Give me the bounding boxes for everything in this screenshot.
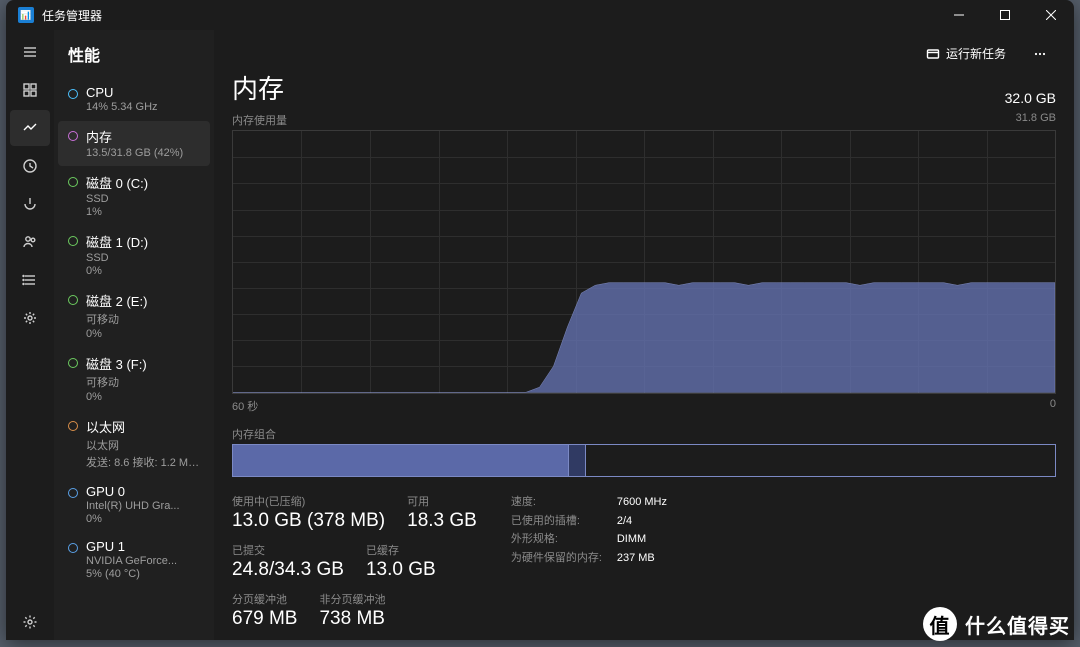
- memory-panel: 运行新任务 内存 32.0 GB 内存使用量 31.8 GB 60 秒 0 内存…: [214, 30, 1074, 640]
- sidebar-item-label: GPU 0: [86, 484, 180, 499]
- hamburger-icon[interactable]: [10, 34, 50, 70]
- sidebar-item-0[interactable]: CPU14% 5.34 GHz: [58, 79, 210, 120]
- maximize-button[interactable]: [982, 0, 1028, 30]
- stat-available: 可用 18.3 GB: [407, 493, 477, 532]
- status-dot: [68, 295, 78, 305]
- run-new-task-button[interactable]: 运行新任务: [916, 40, 1016, 67]
- sidebar-item-sub: 以太网: [86, 437, 200, 453]
- sidebar-item-sub: NVIDIA GeForce...: [86, 555, 177, 567]
- sidebar-item-label: 内存: [86, 127, 183, 146]
- sidebar-item-1[interactable]: 内存13.5/31.8 GB (42%): [58, 121, 210, 166]
- window-title: 任务管理器: [42, 7, 102, 24]
- history-icon[interactable]: [10, 148, 50, 184]
- status-dot: [68, 421, 78, 431]
- status-dot: [68, 358, 78, 368]
- performance-icon[interactable]: [10, 110, 50, 146]
- x-axis-left: 60 秒: [232, 398, 258, 414]
- performance-sidebar: 性能 CPU14% 5.34 GHz内存13.5/31.8 GB (42%)磁盘…: [54, 30, 214, 640]
- status-dot: [68, 236, 78, 246]
- stat-paged-pool: 分页缓冲池 679 MB: [232, 591, 297, 630]
- memory-stats: 使用中(已压缩) 13.0 GB (378 MB) 可用 18.3 GB 已提交…: [232, 493, 1056, 630]
- sidebar-item-sub: SSD: [86, 252, 148, 264]
- startup-icon[interactable]: [10, 186, 50, 222]
- stat-in-use: 使用中(已压缩) 13.0 GB (378 MB): [232, 493, 385, 532]
- sidebar-item-sub: 可移动: [86, 311, 147, 327]
- sidebar-item-label: CPU: [86, 85, 158, 100]
- composition-segment-in-use: [232, 444, 569, 477]
- section-title: 性能: [54, 30, 214, 78]
- sidebar-item-label: 磁盘 2 (E:): [86, 291, 147, 310]
- close-button[interactable]: [1028, 0, 1074, 30]
- sidebar-item-5[interactable]: 磁盘 3 (F:)可移动0%: [58, 348, 210, 410]
- run-icon: [926, 47, 940, 61]
- sidebar-item-4[interactable]: 磁盘 2 (E:)可移动0%: [58, 285, 210, 347]
- memory-composition-chart: [232, 444, 1056, 477]
- sidebar-item-2[interactable]: 磁盘 0 (C:)SSD1%: [58, 167, 210, 225]
- sidebar-item-label: GPU 1: [86, 539, 177, 554]
- sidebar-item-label: 磁盘 1 (D:): [86, 232, 148, 251]
- sidebar-item-sub: 可移动: [86, 374, 147, 390]
- task-manager-window: 📊 任务管理器 性能 CPU14% 5.34 GHz内存13.5/31.8 GB…: [6, 0, 1074, 640]
- composition-segment-standby: [569, 444, 585, 477]
- more-button[interactable]: [1024, 40, 1056, 68]
- sidebar-item-sub: 14% 5.34 GHz: [86, 101, 158, 113]
- stat-nonpaged-pool: 非分页缓冲池 738 MB: [319, 591, 385, 630]
- sidebar-item-sub: 0%: [86, 265, 148, 277]
- status-dot: [68, 543, 78, 553]
- sidebar-item-sub: 13.5/31.8 GB (42%): [86, 147, 183, 159]
- processes-icon[interactable]: [10, 72, 50, 108]
- stat-cached: 已缓存 13.0 GB: [366, 542, 436, 581]
- details-icon[interactable]: [10, 262, 50, 298]
- sidebar-item-sub: 0%: [86, 391, 147, 403]
- sidebar-item-7[interactable]: GPU 0Intel(R) UHD Gra...0%: [58, 478, 210, 532]
- composition-label: 内存组合: [232, 426, 1056, 442]
- minimize-button[interactable]: [936, 0, 982, 30]
- titlebar[interactable]: 📊 任务管理器: [6, 0, 1074, 30]
- run-new-task-label: 运行新任务: [946, 45, 1006, 62]
- sidebar-item-label: 磁盘 3 (F:): [86, 354, 147, 373]
- memory-usage-chart: [232, 130, 1056, 393]
- status-dot: [68, 488, 78, 498]
- sidebar-item-label: 以太网: [86, 417, 200, 436]
- status-dot: [68, 89, 78, 99]
- status-dot: [68, 131, 78, 141]
- stat-committed: 已提交 24.8/34.3 GB: [232, 542, 344, 581]
- capacity-value: 32.0 GB: [1005, 90, 1056, 106]
- sidebar-item-label: 磁盘 0 (C:): [86, 173, 148, 192]
- nav-rail: [6, 30, 54, 640]
- users-icon[interactable]: [10, 224, 50, 260]
- settings-icon[interactable]: [10, 604, 50, 640]
- sidebar-item-sub: 0%: [86, 513, 180, 525]
- sidebar-item-sub: 1%: [86, 206, 148, 218]
- app-icon: 📊: [18, 7, 34, 23]
- sidebar-item-sub: 0%: [86, 328, 147, 340]
- x-axis-right: 0: [1050, 398, 1056, 414]
- sidebar-item-8[interactable]: GPU 1NVIDIA GeForce...5% (40 °C): [58, 533, 210, 587]
- composition-segment-free: [586, 444, 1056, 477]
- sidebar-item-sub: 发送: 8.6 接收: 1.2 Mbps: [86, 454, 200, 470]
- sidebar-item-3[interactable]: 磁盘 1 (D:)SSD0%: [58, 226, 210, 284]
- page-title: 内存: [232, 69, 284, 106]
- sidebar-item-sub: SSD: [86, 193, 148, 205]
- usage-chart-label: 内存使用量: [232, 112, 287, 128]
- services-icon[interactable]: [10, 300, 50, 336]
- sidebar-item-sub: Intel(R) UHD Gra...: [86, 500, 180, 512]
- memory-details: 速度:7600 MHz 已使用的插槽:2/4 外形规格:DIMM 为硬件保留的内…: [511, 493, 667, 630]
- status-dot: [68, 177, 78, 187]
- sidebar-item-sub: 5% (40 °C): [86, 568, 177, 580]
- sidebar-item-6[interactable]: 以太网以太网发送: 8.6 接收: 1.2 Mbps: [58, 411, 210, 477]
- usage-chart-max: 31.8 GB: [1016, 112, 1056, 128]
